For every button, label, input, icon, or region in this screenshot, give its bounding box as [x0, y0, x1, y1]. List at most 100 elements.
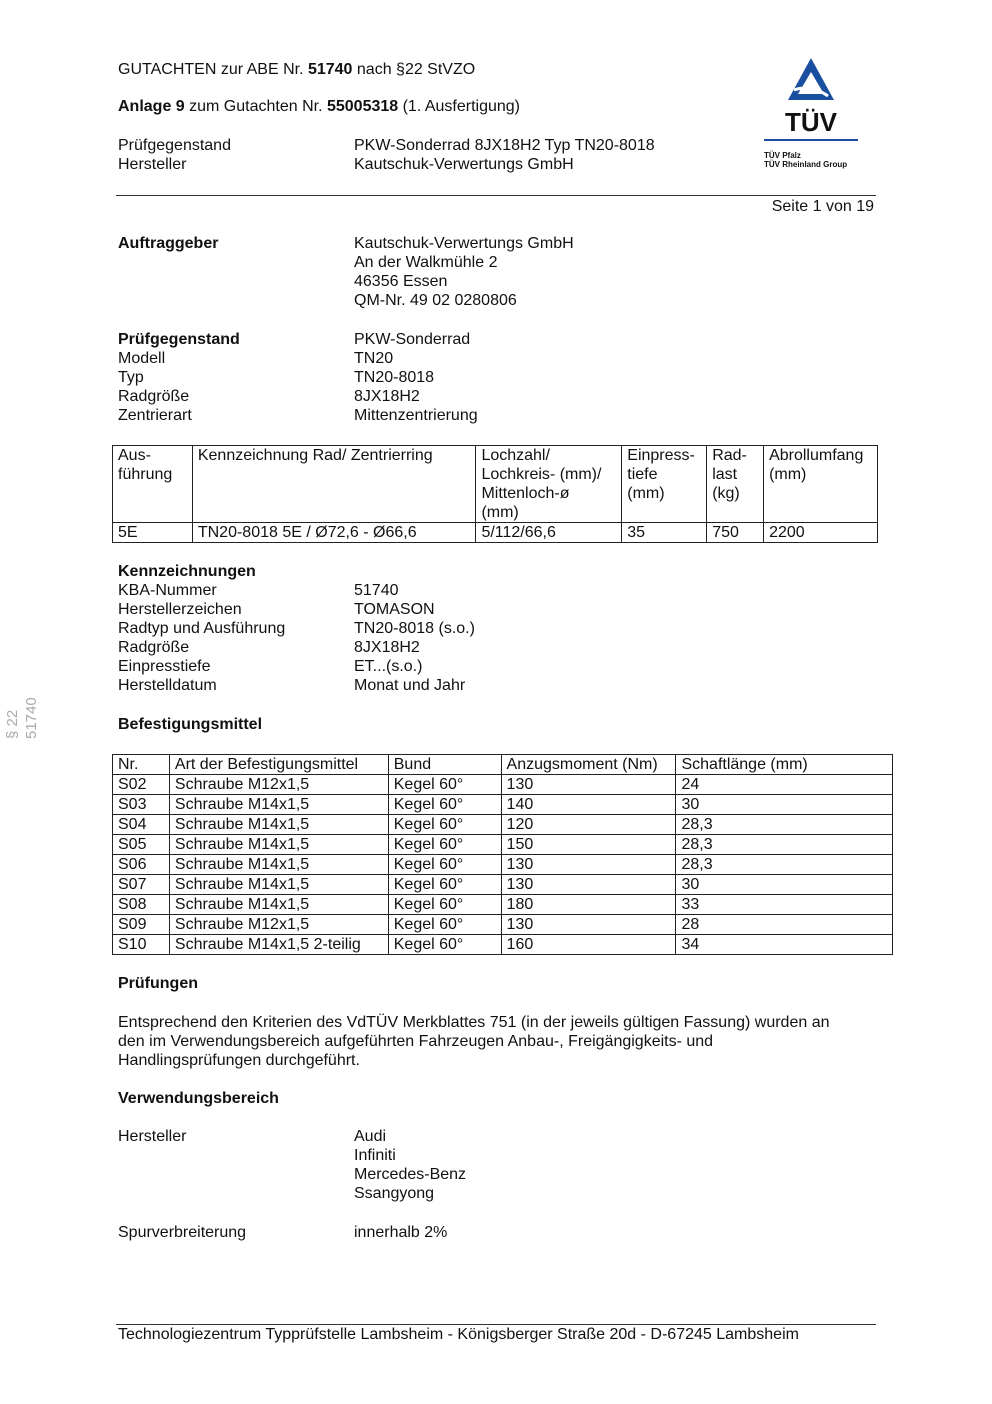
cell: 34 — [675, 934, 893, 955]
text: GUTACHTEN zur ABE Nr. — [118, 61, 308, 78]
text: Anlage 9 — [118, 98, 185, 115]
cell: 130 — [500, 874, 677, 895]
label: Prüfgegenstand — [118, 137, 231, 154]
header-cell: Aus-führung — [112, 445, 193, 523]
manufacturer: Mercedes-Benz — [354, 1166, 467, 1183]
pruefgegenstand-values: PKW-Sonderrad TN20 TN20-8018 8JX18H2 Mittenz… — [354, 330, 478, 425]
cell: 30 — [675, 874, 893, 895]
text: nach §22 StVZO — [352, 61, 476, 78]
section-title: Kennzeichnungen — [118, 563, 256, 580]
header-line: Abrollumfang — [769, 447, 864, 464]
value: TN20-8018 (s.o.) — [354, 620, 475, 637]
section-label: Prüfgegenstand — [118, 331, 240, 348]
cell: S09 — [112, 914, 170, 935]
table-header-row: Nr. Art der Befestigungsmittel Bund Anzugsm… — [112, 754, 893, 775]
cell: 28,3 — [675, 854, 893, 875]
cell: 140 — [500, 794, 677, 815]
line: Entsprechend den Kriterien des VdTÜV Mer… — [118, 1014, 830, 1031]
tuv-triangle-icon — [788, 58, 834, 100]
cell: S02 — [112, 774, 170, 795]
table-header-row: Aus-führung Kennzeichnung Rad/ Zentrierri… — [112, 445, 878, 523]
label: Hersteller — [118, 1128, 187, 1145]
table-row: S07 Schraube M14x1,5 Kegel 60° 130 30 — [112, 874, 893, 895]
label: Radgröße — [118, 639, 190, 656]
value: Mittenzentrierung — [354, 407, 478, 424]
fastener-table: Nr. Art der Befestigungsmittel Bund Anzugsm… — [112, 754, 893, 955]
header-cell: Lochzahl/Lochkreis- (mm)/ Mittenloch-ø (mm… — [475, 445, 623, 523]
cell: S10 — [112, 934, 170, 955]
cell: S07 — [112, 874, 170, 895]
header-line: Aus- — [118, 447, 151, 464]
cell: Kegel 60° — [387, 874, 502, 895]
label: Hersteller — [118, 156, 187, 173]
logo-sub: TÜV Pfalz — [764, 151, 801, 160]
cell: Kegel 60° — [387, 794, 502, 815]
cell: 130 — [500, 854, 677, 875]
pruefgegenstand-labels: Prüfgegenstand Modell Typ Radgröße Zentriera… — [118, 330, 240, 425]
table-row: S06 Schraube M14x1,5 Kegel 60° 130 28,3 — [112, 854, 893, 875]
cell: S08 — [112, 894, 170, 915]
section-title: Verwendungsbereich — [118, 1090, 279, 1107]
value: Monat und Jahr — [354, 677, 466, 694]
cell: S04 — [112, 814, 170, 835]
header-line-1: GUTACHTEN zur ABE Nr. 51740 nach §22 StV… — [118, 60, 475, 79]
cell: Schraube M14x1,5 — [168, 854, 389, 875]
manufacturer: Infiniti — [354, 1147, 396, 1164]
label: Einpresstiefe — [118, 658, 211, 675]
cell: Kegel 60° — [387, 834, 502, 855]
cell: 24 — [675, 774, 893, 795]
text: 55005318 — [326, 98, 399, 115]
table-row: 5E TN20-8018 5E / Ø72,6 - Ø66,6 5/112/66,6… — [112, 522, 878, 543]
cell: Kegel 60° — [387, 934, 502, 955]
header-line: Einpress- — [627, 447, 695, 464]
cell: Schraube M12x1,5 — [168, 914, 389, 935]
cell: Schraube M14x1,5 — [168, 794, 389, 815]
table-row: S08 Schraube M14x1,5 Kegel 60° 180 33 — [112, 894, 893, 915]
cell: Schraube M14x1,5 — [168, 814, 389, 835]
value: 51740 — [354, 582, 399, 599]
cell: 5/112/66,6 — [475, 522, 623, 543]
header-line: (mm) — [627, 485, 665, 502]
hersteller-list: Audi Infiniti Mercedes-Benz Ssangyong — [354, 1127, 466, 1203]
value: TN20 — [354, 350, 394, 367]
manufacturer: Ssangyong — [354, 1185, 435, 1202]
header-cell: Nr. — [112, 754, 170, 775]
label: Herstelldatum — [118, 677, 217, 694]
cell: 5E — [112, 522, 193, 543]
header-line: tiefe — [627, 466, 658, 483]
wheel-table: Aus-führung Kennzeichnung Rad/ Zentrierri… — [112, 445, 878, 543]
logo-sub: TÜV Rheinland Group — [764, 160, 848, 169]
label: Modell — [118, 350, 166, 367]
cell: 28 — [675, 914, 893, 935]
header-line: (mm) — [481, 504, 519, 521]
cell: 30 — [675, 794, 893, 815]
header-cell: Kennzeichnung Rad/ Zentrierring — [191, 445, 477, 523]
abe-number: 51740 — [307, 61, 353, 78]
cell: Kegel 60° — [387, 914, 502, 935]
label: KBA-Nummer — [118, 582, 217, 599]
cell: Kegel 60° — [387, 894, 502, 915]
header-cell: Einpress-tiefe (mm) — [621, 445, 708, 523]
logo-text: TÜV — [785, 107, 837, 137]
cell: Schraube M14x1,5 2-teilig — [168, 934, 389, 955]
value: Kautschuk-Verwertungs GmbH — [354, 156, 574, 173]
label: Herstellerzeichen — [118, 601, 242, 618]
cell: Kegel 60° — [387, 814, 502, 835]
text: (1. Ausfertigung) — [398, 98, 520, 115]
kennzeichnungen-values: 51740 TOMASON TN20-8018 (s.o.) 8JX18H2 ET...… — [354, 581, 475, 695]
label: Typ — [118, 369, 144, 386]
value: 8JX18H2 — [354, 388, 420, 405]
value: TN20-8018 — [354, 369, 435, 386]
line: Kautschuk-Verwertungs GmbH — [354, 235, 574, 252]
cell: Schraube M14x1,5 — [168, 834, 389, 855]
value: PKW-Sonderrad — [354, 331, 471, 348]
auftraggeber-address: Kautschuk-Verwertungs GmbH An der Walkmüh… — [354, 234, 574, 310]
table-row: S05 Schraube M14x1,5 Kegel 60° 150 28,3 — [112, 834, 893, 855]
cell: 120 — [500, 814, 677, 835]
header-line: Lochkreis- (mm)/ — [481, 466, 602, 483]
section-title: Prüfungen — [118, 975, 198, 992]
page-number: Seite 1 von 19 — [771, 198, 874, 215]
header-cell: Schaftlänge (mm) — [675, 754, 893, 775]
manufacturer: Audi — [354, 1128, 387, 1145]
